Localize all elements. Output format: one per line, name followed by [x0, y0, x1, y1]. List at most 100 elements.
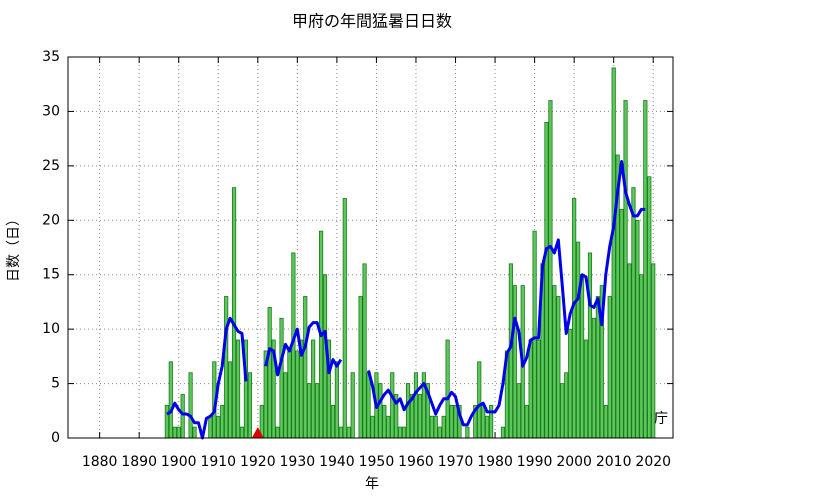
bar [350, 372, 355, 439]
bar [402, 426, 407, 439]
missing-marker [251, 427, 264, 438]
bar [398, 426, 403, 439]
x-tick-label: 2000 [556, 454, 592, 470]
bar [334, 361, 339, 439]
bar [283, 372, 288, 439]
x-tick-label: 1960 [398, 454, 434, 470]
bar [390, 372, 395, 439]
y-tick-label: 0 [51, 430, 60, 446]
x-tick-label: 1940 [319, 454, 355, 470]
bar [548, 100, 553, 439]
bar [315, 383, 320, 439]
bar [500, 426, 506, 439]
y-axis-label: 日数（日） [6, 212, 22, 282]
bar [512, 285, 517, 439]
bar [595, 296, 600, 439]
x-tick-label: 1890 [121, 454, 157, 470]
y-tick-label: 20 [42, 212, 60, 228]
bar [607, 296, 612, 439]
x-tick-label: 2020 [635, 454, 671, 470]
bar [643, 100, 648, 439]
bar [489, 404, 494, 439]
bar [445, 339, 450, 439]
bar [330, 404, 336, 439]
bar [627, 263, 632, 439]
bar [228, 361, 233, 439]
y-tick-label: 15 [42, 267, 60, 283]
bar [631, 187, 636, 439]
bar [295, 350, 300, 439]
bar [651, 263, 656, 439]
bar [216, 415, 221, 439]
x-tick-label: 1970 [438, 454, 474, 470]
x-tick-label: 1880 [82, 454, 118, 470]
bar [303, 296, 308, 439]
bar [338, 426, 343, 439]
bar [239, 426, 245, 439]
bar [164, 404, 169, 439]
bar [635, 219, 640, 439]
bar [382, 404, 387, 439]
bar [275, 426, 280, 439]
x-tick-label: 1980 [477, 454, 513, 470]
x-tick-label: 1930 [280, 454, 316, 470]
bar [362, 263, 367, 439]
bar [188, 372, 193, 439]
x-tick-label: 1910 [200, 454, 236, 470]
bar [477, 361, 482, 439]
bar [370, 415, 375, 439]
bar [560, 383, 565, 439]
bar [366, 372, 371, 439]
bar [639, 274, 644, 439]
bar [556, 296, 561, 439]
bar [208, 415, 213, 439]
y-tick-label: 35 [42, 49, 60, 65]
bar [413, 372, 419, 439]
bar [524, 404, 529, 439]
bar [623, 100, 628, 439]
bar [465, 426, 470, 439]
bar [433, 415, 438, 439]
bar [583, 339, 589, 439]
bar [405, 383, 411, 439]
bar [172, 426, 177, 439]
bar [429, 415, 434, 439]
bar [311, 339, 316, 439]
bar [591, 317, 596, 439]
bar [358, 296, 363, 439]
x-tick-label: 1900 [161, 454, 197, 470]
bar [176, 426, 181, 439]
bar [564, 372, 569, 439]
bar [417, 394, 423, 439]
bar [449, 404, 454, 439]
x-tick-label: 2010 [596, 454, 632, 470]
bar [441, 415, 446, 439]
bar [220, 404, 225, 439]
bar [647, 176, 652, 439]
bar [544, 121, 549, 439]
bar [528, 339, 533, 439]
bar [572, 198, 577, 439]
bar [603, 404, 608, 439]
chart-title: 甲府の年間猛暑日日数 [292, 12, 452, 31]
y-tick-label: 25 [42, 158, 60, 174]
bar [437, 426, 442, 439]
bar [267, 306, 272, 439]
bar [168, 361, 173, 439]
y-tick-label: 30 [42, 103, 60, 119]
moving-average-line [166, 160, 646, 440]
bar [180, 394, 185, 439]
bar [587, 252, 593, 439]
x-tick-label: 1920 [240, 454, 276, 470]
bar [224, 296, 229, 439]
x-axis-label: 年 [365, 476, 379, 492]
x-tick-label: 1990 [517, 454, 553, 470]
bar [485, 415, 490, 439]
x-tick-label: 1950 [359, 454, 395, 470]
bar [576, 241, 581, 439]
bar [231, 187, 237, 439]
bar [247, 372, 252, 439]
bar [516, 383, 521, 439]
